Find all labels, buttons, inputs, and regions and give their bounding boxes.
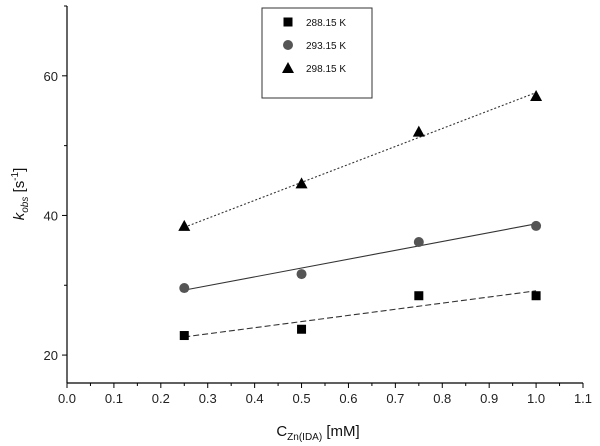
ticks: 0.0 0.1 0.2 0.3 0.4 0.5 0.6 0.7 0.8 0.9 1.0 1.1 20 40… <box>44 5 592 406</box>
x-tick-label: 0.6 <box>339 391 357 406</box>
y-tick-label: 40 <box>44 208 58 223</box>
y-axis-title-close: ] <box>11 168 28 172</box>
x-axis-title-main: C <box>276 423 287 440</box>
legend-label: 293.15 K <box>306 41 346 52</box>
series-square <box>179 290 541 341</box>
x-tick-label: 0.5 <box>293 391 311 406</box>
y-tick-label: 60 <box>44 69 58 84</box>
data-point <box>296 269 307 280</box>
series-circle <box>179 220 542 294</box>
data-point <box>530 90 543 102</box>
legend: 288.15 K 293.15 K 298.15 K <box>261 7 373 99</box>
x-tick-label: 0.7 <box>386 391 404 406</box>
data-point <box>531 220 542 231</box>
fit-line <box>184 290 537 338</box>
legend-box <box>261 7 373 99</box>
data-point <box>179 283 190 294</box>
legend-marker <box>283 40 293 50</box>
x-tick-label: 0.3 <box>199 391 217 406</box>
legend-marker <box>282 62 294 73</box>
legend-entry: 293.15 K <box>283 40 346 52</box>
y-axis-title-unit: [s <box>11 181 28 197</box>
y-axis-title-sub: obs <box>20 197 31 213</box>
data-point <box>414 291 424 301</box>
data-point <box>178 219 191 231</box>
y-axis-title: kobs [s-1] <box>10 168 31 221</box>
y-tick-label: 20 <box>44 348 58 363</box>
data-point <box>531 291 541 301</box>
x-tick-label: 0.2 <box>152 391 170 406</box>
x-tick-label: 0.1 <box>105 391 123 406</box>
x-axis-title-sub: Zn(IDA) <box>287 432 322 443</box>
legend-label: 298.15 K <box>306 64 346 75</box>
x-tick-label: 0.4 <box>246 391 264 406</box>
x-tick-label: 0.0 <box>58 391 76 406</box>
x-axis-title-unit: [mM] <box>322 423 360 440</box>
y-axis-title-sup: -1 <box>10 171 21 180</box>
plot-area <box>178 90 543 341</box>
legend-entry: 298.15 K <box>282 62 346 75</box>
data-point <box>412 125 425 137</box>
fit-line <box>184 223 537 291</box>
fit-line <box>184 92 537 228</box>
x-tick-label: 0.9 <box>480 391 498 406</box>
x-tick-label: 1.0 <box>527 391 545 406</box>
y-axis-title-main: k <box>11 211 28 220</box>
series-triangle <box>178 90 543 231</box>
data-point <box>295 177 308 189</box>
legend-entry: 288.15 K <box>283 17 346 29</box>
x-axis-title: CZn(IDA) [mM] <box>276 423 359 443</box>
x-tick-label: 0.8 <box>433 391 451 406</box>
x-tick-label: 1.1 <box>574 391 592 406</box>
data-point <box>297 324 307 334</box>
legend-label: 288.15 K <box>306 18 346 29</box>
data-point <box>413 236 424 247</box>
legend-marker <box>283 17 293 27</box>
data-point <box>179 331 189 341</box>
